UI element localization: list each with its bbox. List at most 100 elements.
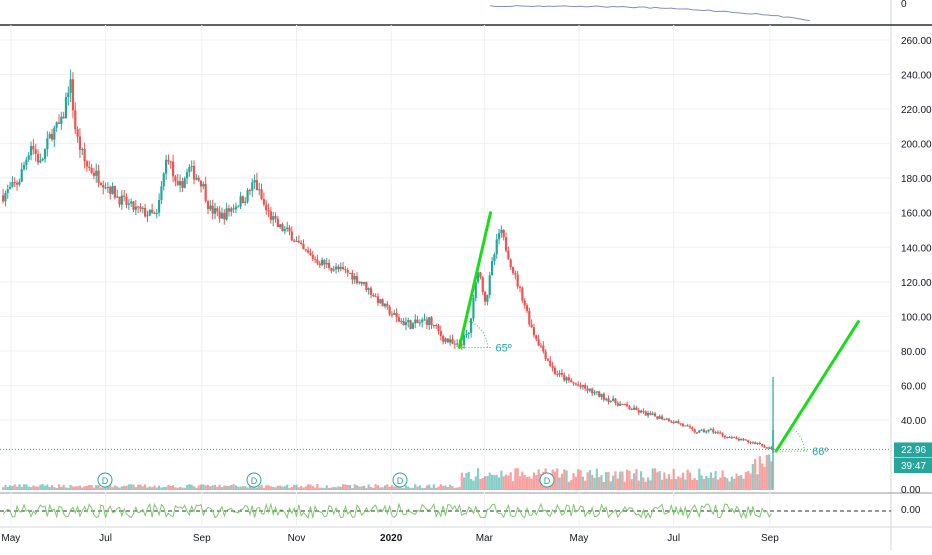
- dividend-marker[interactable]: D: [246, 472, 262, 488]
- candle-body: [383, 303, 387, 307]
- candle-body: [407, 320, 410, 323]
- candle-body: [365, 282, 368, 290]
- volume-bar: [749, 473, 752, 490]
- candle-body: [197, 177, 200, 181]
- candle-body: [621, 403, 624, 405]
- candle-body: [674, 421, 678, 423]
- dividend-marker[interactable]: D: [392, 472, 408, 488]
- volume-bar: [195, 487, 198, 490]
- candle-body: [192, 165, 196, 180]
- volume-bar: [295, 484, 298, 490]
- candle-body: [626, 404, 629, 407]
- candlestick-series: [2, 69, 774, 453]
- candle-body: [78, 136, 82, 150]
- candle-body: [465, 333, 468, 336]
- volume-bar: [623, 481, 626, 490]
- volume-bar: [637, 480, 640, 490]
- volume-bar: [500, 470, 503, 490]
- volume-bar: [192, 486, 196, 490]
- angle-arc: [465, 319, 488, 348]
- candle-body: [425, 319, 428, 326]
- candle-body: [658, 416, 661, 419]
- volume-bar: [153, 485, 156, 490]
- candle-body: [751, 442, 754, 444]
- candle-body: [239, 196, 242, 207]
- angle-label: 65º: [495, 342, 511, 354]
- volume-bar: [274, 487, 277, 490]
- volume-bar: [456, 487, 459, 490]
- candle-body: [67, 92, 70, 98]
- candle-body: [702, 429, 706, 432]
- candle-body: [691, 427, 694, 430]
- time-axis[interactable]: May Jul Sep Nov 2020 Mar May Jul Sep: [1, 533, 779, 544]
- candle-body: [712, 429, 715, 433]
- volume-bar: [230, 484, 233, 490]
- volume-bar: [600, 475, 603, 490]
- trend-annotations[interactable]: 65º 66º: [457, 211, 860, 458]
- candle-body: [472, 298, 475, 319]
- dividend-marker[interactable]: D: [97, 472, 113, 488]
- volume-bar: [644, 481, 647, 490]
- candle-body: [623, 404, 626, 406]
- price-tick-label: 120.00: [901, 278, 932, 289]
- candle-body: [435, 324, 438, 326]
- candle-body: [311, 254, 314, 259]
- candle-body: [612, 398, 615, 401]
- volume-bar: [386, 484, 389, 490]
- volume-bar: [213, 484, 217, 490]
- candle-body: [372, 294, 375, 297]
- time-tick-label: May: [1, 533, 20, 544]
- volume-bar: [393, 486, 396, 490]
- price-axis[interactable]: 260.00 240.00 220.00 200.00 180.00 160.00 140.…: [901, 36, 932, 427]
- candle-body: [81, 148, 84, 150]
- candle-body: [553, 367, 557, 374]
- dividend-marker[interactable]: D: [539, 472, 555, 488]
- volume-bar: [740, 474, 743, 490]
- volume-bar: [318, 487, 321, 490]
- volume-bar: [716, 479, 720, 490]
- time-tick-label: Mar: [476, 533, 494, 544]
- time-tick-label: Jul: [99, 533, 112, 544]
- volume-bar: [344, 484, 347, 490]
- candle-body: [330, 267, 333, 271]
- candle-body: [314, 258, 317, 260]
- candle-body: [139, 206, 142, 209]
- candle-body: [497, 233, 501, 240]
- candle-body: [572, 382, 575, 384]
- volume-bar: [709, 472, 713, 490]
- volume-bar: [334, 487, 338, 490]
- candle-body: [358, 281, 361, 283]
- volume-bar: [118, 487, 121, 490]
- last-price-tag: [894, 442, 932, 458]
- candle-body: [728, 436, 731, 438]
- candle-body: [549, 360, 552, 366]
- candle-body: [744, 439, 747, 441]
- volume-bar: [32, 485, 35, 490]
- time-tick-label: Sep: [761, 533, 779, 544]
- volume-bar: [537, 469, 540, 490]
- candle-body: [216, 208, 219, 212]
- volume-bar: [320, 487, 324, 490]
- candle-body: [188, 166, 191, 173]
- candle-body: [642, 410, 645, 412]
- candle-body: [518, 286, 522, 288]
- candle-body: [474, 281, 477, 299]
- volume-bar: [504, 474, 508, 490]
- candle-body: [679, 423, 682, 425]
- volume-bar: [211, 485, 214, 490]
- candle-body: [164, 159, 168, 174]
- candle-body: [169, 161, 172, 163]
- time-tick-label: May: [570, 533, 589, 544]
- candle-body: [111, 186, 114, 194]
- volume-bar: [586, 472, 589, 490]
- volume-bar: [307, 484, 310, 490]
- volume-bar: [560, 473, 564, 490]
- candle-body: [46, 138, 49, 150]
- volume-bar: [160, 487, 163, 490]
- candle-body: [206, 201, 210, 210]
- volume-bar: [311, 486, 314, 490]
- candle-body: [202, 183, 205, 187]
- candle-body: [449, 339, 452, 343]
